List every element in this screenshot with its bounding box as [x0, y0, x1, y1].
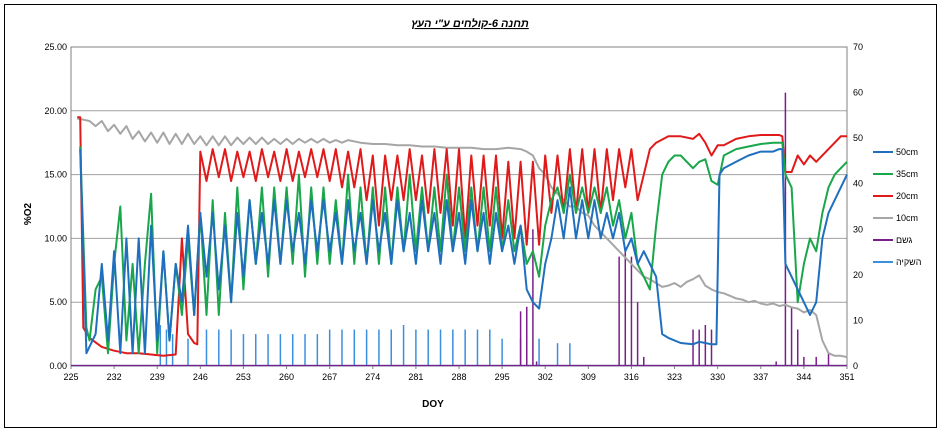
x-tick-label: 323: [667, 372, 682, 382]
x-tick-label: 344: [796, 372, 811, 382]
x-tick-label: 288: [451, 372, 466, 382]
y2-tick-label: 60: [853, 88, 863, 98]
y-tick-label: 20.00: [44, 106, 67, 116]
series-3: [77, 117, 848, 359]
x-tick-label: 295: [495, 372, 510, 382]
x-tick-label: 281: [408, 372, 423, 382]
y2-tick-label: 0: [853, 361, 858, 371]
legend-label: 35cm: [896, 169, 918, 179]
y2-tick-label: 30: [853, 224, 863, 234]
y2-tick-label: 40: [853, 179, 863, 189]
x-axis-ticks: 225 232 239 246 253 260 267 274 281 288 295 302 309 3…: [63, 366, 855, 382]
x-tick-label: 274: [365, 372, 380, 382]
x-axis-label: DOY: [422, 399, 444, 410]
x-tick-label: 337: [753, 372, 768, 382]
x-tick-label: 232: [107, 372, 122, 382]
legend-label: 10cm: [896, 213, 918, 223]
x-tick-label: 316: [624, 372, 639, 382]
legend: 50cm 35cm 20cm 10cm גשם השקיה: [873, 147, 921, 267]
x-tick-label: 239: [150, 372, 165, 382]
y-tick-label: 15.00: [44, 170, 67, 180]
legend-label: 20cm: [896, 191, 918, 201]
y2-tick-label: 10: [853, 315, 863, 325]
chart-title: תחנה 6-קולחים ע"י העץ: [411, 17, 529, 30]
y-tick-label: 0.00: [49, 361, 67, 371]
x-tick-label: 246: [193, 372, 208, 382]
legend-label: 50cm: [896, 147, 918, 157]
legend-label: השקיה: [896, 257, 921, 267]
series-2: [77, 116, 847, 357]
y2-tick-label: 20: [853, 270, 863, 280]
x-tick-label: 302: [538, 372, 553, 382]
y-tick-label: 25.00: [44, 42, 67, 52]
y-tick-label: 5.00: [49, 297, 67, 307]
series-0: [79, 148, 848, 355]
x-tick-label: 260: [279, 372, 294, 382]
y-axis-ticks: 0.00 5.00 10.00 15.00 20.00 25.00: [44, 42, 67, 371]
x-tick-label: 253: [236, 372, 251, 382]
x-tick-label: 330: [710, 372, 725, 382]
chart-frame: תחנה 6-קולחים ע"י העץ 225 232 239 246 253 260…: [4, 4, 937, 428]
y2-tick-label: 50: [853, 133, 863, 143]
x-tick-label: 309: [581, 372, 596, 382]
x-tick-label: 351: [839, 372, 854, 382]
chart-svg: תחנה 6-קולחים ע"י העץ 225 232 239 246 253 260…: [23, 17, 921, 410]
y-axis-label: %O2: [23, 202, 34, 225]
x-tick-label: 225: [63, 372, 78, 382]
series-line: [79, 148, 848, 355]
x-tick-label: 267: [322, 372, 337, 382]
series-line: [77, 116, 847, 357]
series-line: [77, 117, 848, 359]
series-layer: [71, 92, 848, 367]
y2-tick-label: 70: [853, 42, 863, 52]
y-tick-label: 10.00: [44, 233, 67, 243]
y2-axis-ticks: 0 10 20 30 40 50 60 70: [853, 42, 863, 371]
legend-label: גשם: [896, 235, 912, 245]
